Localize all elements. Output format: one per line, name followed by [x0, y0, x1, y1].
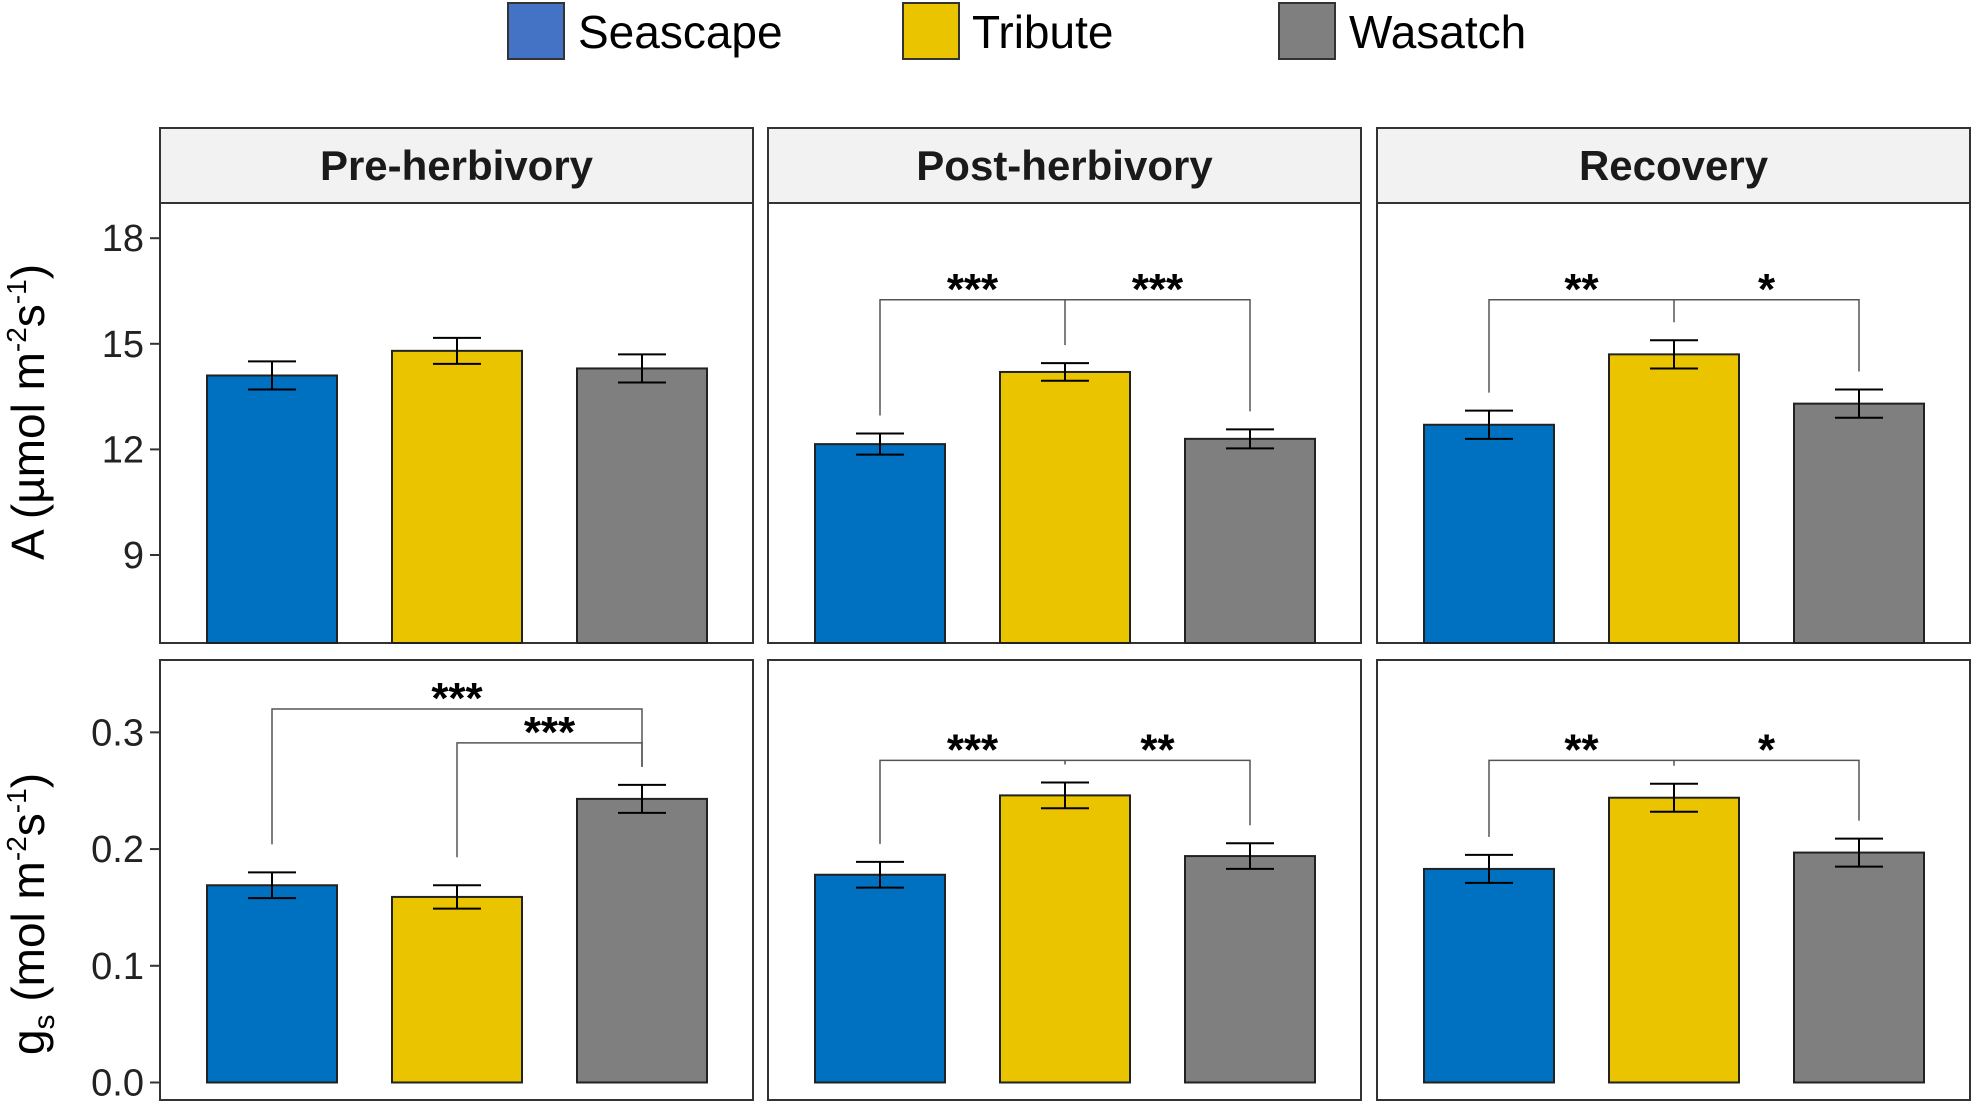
bar-gs-pre-herbivory-wasatch [576, 797, 708, 1084]
bar-gs-recovery-tribute [1608, 796, 1740, 1084]
sig-bracket-gs-post-herbivory-0 [879, 759, 1251, 844]
bar-a-pre-herbivory-seascape [206, 374, 338, 644]
panel-gs-recovery: ** * [1376, 659, 1971, 1101]
y-tick-label-a-3: 18 [102, 218, 144, 260]
legend-label-tribute: Tribute [972, 6, 1113, 58]
y-axis-title-gs: gs (mol m-2s-1) [1, 773, 61, 1055]
bar-a-recovery-seascape [1423, 423, 1555, 645]
y-tick-label-a-0: 9 [123, 535, 144, 577]
legend-label-seascape: Seascape [578, 6, 783, 58]
y-axis-title-gs-sup1: -2 [1, 836, 32, 861]
chart-panels: Pre-herbivory Post-herbivory Recovery 9 12 15… [91, 127, 1971, 1104]
bar-gs-pre-herbivory-tribute [391, 895, 523, 1084]
y-axis-title-a-main: A (µmol m [2, 352, 54, 560]
y-axis-title-a-sup2: -1 [1, 279, 32, 304]
strip-label-recovery: Recovery [1579, 142, 1769, 189]
strip-label-post-herbivory: Post-herbivory [916, 142, 1213, 189]
legend-swatch-tribute [902, 2, 960, 60]
y-axis-title-a-sup1: -2 [1, 327, 32, 352]
bar-a-recovery-tribute [1608, 353, 1740, 644]
sig-label-a-post-herbivory-0-left: *** [947, 265, 999, 314]
bar-a-pre-herbivory-tribute [391, 349, 523, 644]
bar-gs-post-herbivory-seascape [814, 873, 946, 1084]
sig-label-gs-post-herbivory-0-right: ** [1140, 725, 1175, 774]
sig-label-a-recovery-0-right: * [1758, 265, 1776, 314]
sig-bracket-a-post-herbivory-0 [879, 299, 1251, 416]
y-axis-title-a-end: ) [2, 264, 54, 279]
bar-gs-post-herbivory-wasatch [1184, 855, 1316, 1084]
bar-a-pre-herbivory-wasatch [576, 367, 708, 644]
legend-item-seascape: Seascape [507, 2, 783, 60]
y-axis-title-gs-sub: s [28, 1014, 61, 1029]
sig-label-a-recovery-0-left: ** [1564, 265, 1599, 314]
legend-swatch-wasatch [1278, 2, 1336, 60]
panel-gs-post-herbivory: *** ** [767, 659, 1362, 1101]
sig-bracket-a-recovery-0 [1488, 299, 1860, 393]
bar-gs-recovery-seascape [1423, 867, 1555, 1084]
panel-a-pre-herbivory [159, 202, 754, 644]
y-axis-title-gs-sup2: -1 [1, 788, 32, 813]
bar-gs-pre-herbivory-seascape [206, 884, 338, 1084]
bar-a-post-herbivory-seascape [814, 443, 946, 644]
y-tick-label-gs-2: 0.2 [91, 829, 144, 871]
bar-gs-post-herbivory-tribute [999, 794, 1131, 1084]
y-axis-title-a: A (µmol m-2s-1) [1, 264, 54, 560]
y-tick-label-gs-1: 0.1 [91, 946, 144, 988]
y-axis-title-gs-main: g [2, 1029, 54, 1055]
y-tick-label-gs-0: 0.0 [91, 1062, 144, 1104]
y-tick-label-gs-3: 0.3 [91, 712, 144, 754]
strip-label-pre-herbivory: Pre-herbivory [320, 142, 594, 189]
panel-a-post-herbivory: *** *** [767, 202, 1362, 644]
y-tick-label-a-2: 15 [102, 324, 144, 366]
y-tick-label-a-1: 12 [102, 429, 144, 471]
y-axis-title-a-mid: s [2, 304, 54, 327]
legend-item-wasatch: Wasatch [1278, 2, 1526, 60]
y-axis-title-gs-rest: (mol m [2, 861, 54, 1014]
strip-recovery [1376, 127, 1971, 204]
y-axis-title-gs-mid: s [2, 813, 54, 836]
sig-bracket-gs-pre-herbivory-0 [271, 708, 643, 845]
legend-swatch-seascape [507, 2, 565, 60]
sig-label-gs-recovery-0-right: * [1758, 725, 1776, 774]
sig-label-gs-pre-herbivory-0: *** [431, 674, 483, 723]
strip-pre-herbivory [159, 127, 754, 204]
bar-a-post-herbivory-tribute [999, 370, 1131, 644]
panel-a-recovery: ** * [1376, 202, 1971, 645]
sig-label-gs-pre-herbivory-1: *** [524, 708, 576, 757]
sig-label-a-post-herbivory-0-right: *** [1132, 265, 1184, 314]
legend-item-tribute: Tribute [902, 2, 1113, 60]
bar-a-post-herbivory-wasatch [1184, 437, 1316, 644]
sig-bracket-gs-recovery-0 [1488, 759, 1860, 837]
y-axis-title-gs-end: ) [2, 773, 54, 788]
legend-label-wasatch: Wasatch [1349, 6, 1526, 58]
sig-label-gs-post-herbivory-0-left: *** [947, 725, 999, 774]
bar-a-recovery-wasatch [1793, 402, 1925, 645]
legend: Seascape Tribute Wasatch [507, 2, 1526, 60]
sig-label-gs-recovery-0-left: ** [1564, 725, 1599, 774]
sig-bracket-gs-pre-herbivory-1 [456, 742, 643, 858]
strip-post-herbivory [767, 127, 1362, 204]
bar-gs-recovery-wasatch [1793, 851, 1925, 1084]
panel-gs-pre-herbivory: *** *** [159, 659, 754, 1101]
